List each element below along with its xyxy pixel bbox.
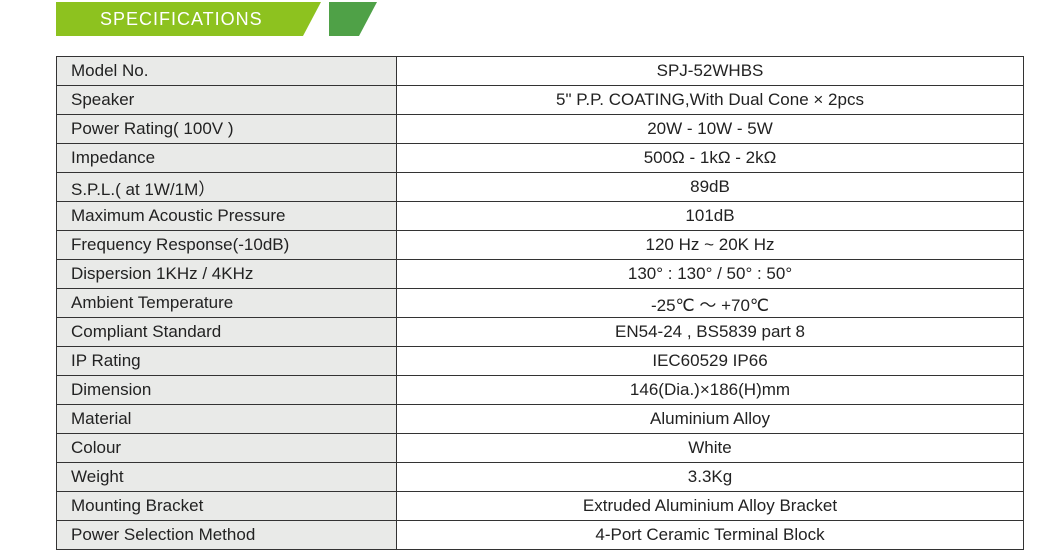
spec-value: 500Ω - 1kΩ - 2kΩ (397, 144, 1024, 173)
spec-label: Speaker (57, 86, 397, 115)
spec-label: Material (57, 405, 397, 434)
header-title-wrap: SPECIFICATIONS (56, 2, 303, 36)
spec-label: IP Rating (57, 347, 397, 376)
spec-value: 101dB (397, 202, 1024, 231)
spec-label: Maximum Acoustic Pressure (57, 202, 397, 231)
spec-label: Colour (57, 434, 397, 463)
spec-value: 130° : 130° / 50° : 50° (397, 260, 1024, 289)
table-row: Compliant StandardEN54-24 , BS5839 part … (57, 318, 1024, 347)
spec-label: S.P.L.( at 1W/1M） (57, 173, 397, 202)
spec-value: IEC60529 IP66 (397, 347, 1024, 376)
table-row: Impedance500Ω - 1kΩ - 2kΩ (57, 144, 1024, 173)
spec-label: Model No. (57, 57, 397, 86)
table-row: Dimension146(Dia.)×186(H)mm (57, 376, 1024, 405)
header-bar: SPECIFICATIONS (0, 2, 1038, 36)
spec-label: Dimension (57, 376, 397, 405)
header-title: SPECIFICATIONS (56, 2, 303, 36)
table-row: S.P.L.( at 1W/1M）89dB (57, 173, 1024, 202)
spec-value: 4-Port Ceramic Terminal Block (397, 521, 1024, 550)
spec-label: Compliant Standard (57, 318, 397, 347)
spec-label: Ambient Temperature (57, 289, 397, 318)
table-row: Ambient Temperature-25℃ ～ +70℃ (57, 289, 1024, 318)
spec-value: 120 Hz ~ 20K Hz (397, 231, 1024, 260)
specifications-table: Model No.SPJ-52WHBSSpeaker5" P.P. COATIN… (56, 56, 1024, 550)
spec-label: Weight (57, 463, 397, 492)
spec-value: Aluminium Alloy (397, 405, 1024, 434)
spec-label: Dispersion 1KHz / 4KHz (57, 260, 397, 289)
table-row: Speaker5" P.P. COATING,With Dual Cone × … (57, 86, 1024, 115)
spec-value: 3.3Kg (397, 463, 1024, 492)
table-row: Frequency Response(-10dB)120 Hz ~ 20K Hz (57, 231, 1024, 260)
table-row: IP RatingIEC60529 IP66 (57, 347, 1024, 376)
spec-value: 20W - 10W - 5W (397, 115, 1024, 144)
spec-value: 146(Dia.)×186(H)mm (397, 376, 1024, 405)
spec-value: White (397, 434, 1024, 463)
spec-label: Mounting Bracket (57, 492, 397, 521)
table-row: MaterialAluminium Alloy (57, 405, 1024, 434)
spec-label: Power Rating( 100V ) (57, 115, 397, 144)
table-row: Dispersion 1KHz / 4KHz130° : 130° / 50° … (57, 260, 1024, 289)
spec-value: 89dB (397, 173, 1024, 202)
spec-value: 5" P.P. COATING,With Dual Cone × 2pcs (397, 86, 1024, 115)
table-row: Model No.SPJ-52WHBS (57, 57, 1024, 86)
spec-label: Frequency Response(-10dB) (57, 231, 397, 260)
header-title-text: SPECIFICATIONS (100, 9, 263, 30)
spec-value: Extruded Aluminium Alloy Bracket (397, 492, 1024, 521)
table-row: Mounting BracketExtruded Aluminium Alloy… (57, 492, 1024, 521)
table-row: Power Rating( 100V )20W - 10W - 5W (57, 115, 1024, 144)
spec-value: SPJ-52WHBS (397, 57, 1024, 86)
table-row: ColourWhite (57, 434, 1024, 463)
spec-value: EN54-24 , BS5839 part 8 (397, 318, 1024, 347)
table-row: Power Selection Method4-Port Ceramic Ter… (57, 521, 1024, 550)
table-row: Maximum Acoustic Pressure101dB (57, 202, 1024, 231)
header-accent (329, 2, 359, 36)
spec-label: Power Selection Method (57, 521, 397, 550)
spec-value: -25℃ ～ +70℃ (397, 289, 1024, 318)
spec-label: Impedance (57, 144, 397, 173)
table-row: Weight3.3Kg (57, 463, 1024, 492)
